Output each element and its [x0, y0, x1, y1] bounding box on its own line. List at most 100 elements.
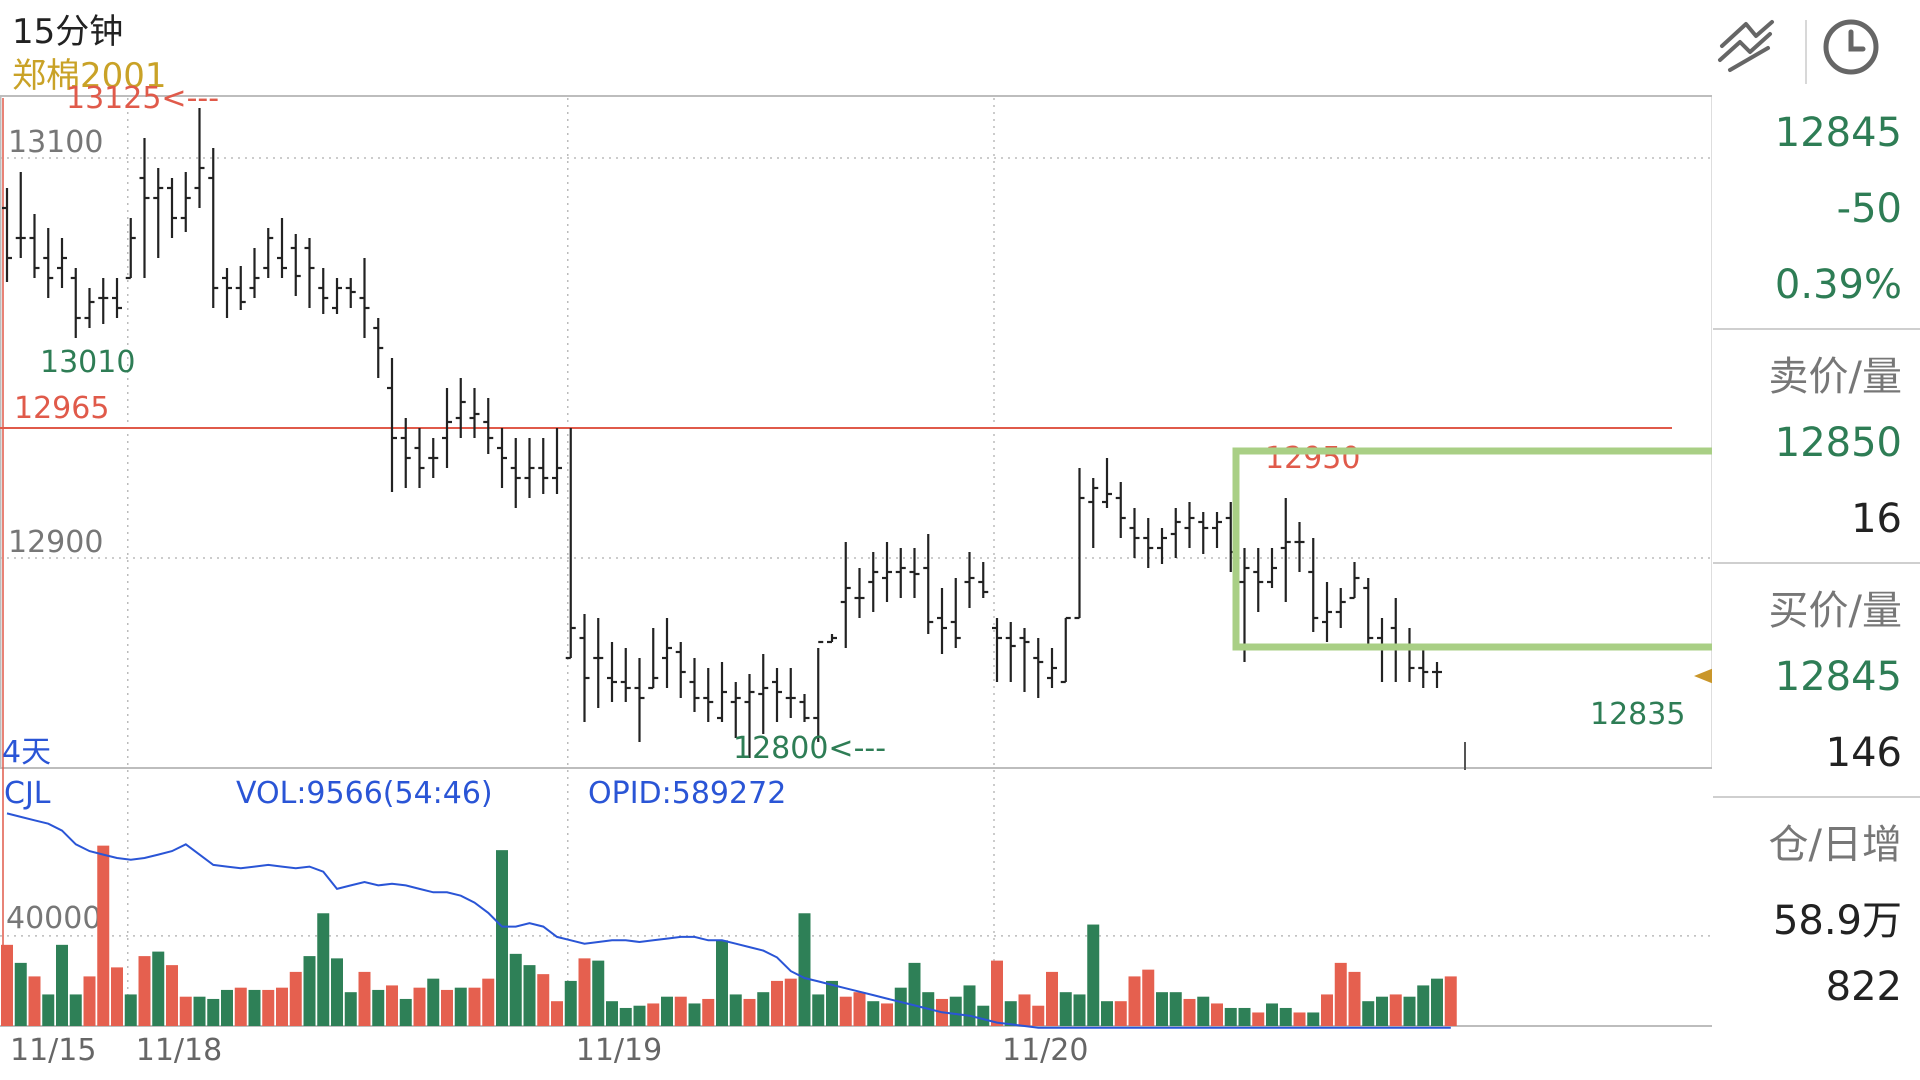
volume-bar[interactable]	[1114, 1001, 1127, 1026]
volume-bar[interactable]	[688, 1003, 701, 1026]
volume-bar[interactable]	[1279, 1007, 1292, 1026]
volume-bar[interactable]	[152, 951, 165, 1026]
volume-bar[interactable]	[331, 958, 343, 1026]
volume-bar[interactable]	[1431, 978, 1443, 1026]
volume-bar[interactable]	[1348, 971, 1361, 1026]
volume-bar[interactable]	[894, 987, 907, 1026]
period-label[interactable]: 15分钟	[12, 12, 124, 52]
trend-lines-icon[interactable]	[1712, 12, 1782, 82]
volume-bar[interactable]	[303, 956, 316, 1026]
volume-bar[interactable]	[1004, 1001, 1017, 1026]
volume-bar[interactable]	[1403, 996, 1416, 1026]
volume-bar[interactable]	[1197, 996, 1210, 1026]
volume-bar[interactable]	[1156, 992, 1168, 1026]
volume-bar[interactable]	[221, 989, 233, 1026]
volume-bar[interactable]	[1224, 1007, 1237, 1026]
volume-bar[interactable]	[1, 944, 13, 1026]
volume-bar[interactable]	[606, 1001, 618, 1026]
volume-bar[interactable]	[166, 965, 178, 1026]
volume-bar[interactable]	[977, 1005, 990, 1026]
volume-bar[interactable]	[138, 956, 151, 1026]
volume-bar[interactable]	[386, 985, 398, 1026]
volume-bar[interactable]	[427, 978, 440, 1026]
volume-bar[interactable]	[949, 996, 962, 1026]
volume-bar[interactable]	[881, 1003, 893, 1026]
volume-bar[interactable]	[908, 962, 921, 1026]
volume-bar[interactable]	[1417, 985, 1430, 1026]
volume-bar[interactable]	[1032, 1005, 1045, 1026]
volume-bar[interactable]	[1073, 994, 1086, 1026]
volume-bar[interactable]	[441, 989, 453, 1026]
volume-bar[interactable]	[83, 976, 96, 1026]
volume-bar[interactable]	[1087, 924, 1100, 1026]
volume-bar[interactable]	[317, 913, 330, 1026]
volume-bar[interactable]	[839, 996, 852, 1026]
volume-bar[interactable]	[1266, 1003, 1278, 1026]
volume-bar[interactable]	[1389, 994, 1402, 1026]
volume-bar[interactable]	[289, 971, 302, 1026]
volume-bar[interactable]	[578, 958, 591, 1026]
volume-bar[interactable]	[1142, 969, 1155, 1026]
volume-bar[interactable]	[509, 953, 522, 1026]
contract-name[interactable]: 郑棉2001	[12, 56, 167, 96]
volume-bar[interactable]	[633, 1005, 646, 1026]
volume-bar[interactable]	[1444, 976, 1457, 1026]
volume-bar[interactable]	[399, 998, 412, 1026]
volume-bar[interactable]	[1321, 994, 1333, 1026]
volume-bar[interactable]	[14, 962, 27, 1026]
volume-bar[interactable]	[413, 987, 426, 1026]
volume-bar[interactable]	[991, 960, 1003, 1026]
volume-bar[interactable]	[56, 944, 68, 1026]
volume-bar[interactable]	[729, 994, 742, 1026]
volume-bar[interactable]	[647, 1003, 660, 1026]
volume-bar[interactable]	[1334, 962, 1347, 1026]
volume-bar[interactable]	[262, 989, 275, 1026]
volume-bar[interactable]	[743, 998, 756, 1026]
volume-bar[interactable]	[193, 996, 206, 1026]
volume-bar[interactable]	[1128, 976, 1141, 1026]
volume-bar[interactable]	[853, 992, 866, 1026]
volume-bar[interactable]	[592, 960, 605, 1026]
volume-bar[interactable]	[1252, 1012, 1265, 1026]
volume-bar[interactable]	[1169, 992, 1182, 1026]
volume-bar[interactable]	[482, 978, 495, 1026]
volume-bar[interactable]	[179, 996, 192, 1026]
volume-bar[interactable]	[1101, 1001, 1113, 1026]
volume-bar[interactable]	[771, 980, 783, 1026]
volume-bar[interactable]	[1362, 1001, 1375, 1026]
volume-bar[interactable]	[674, 996, 687, 1026]
volume-bar[interactable]	[1018, 994, 1031, 1026]
volume-bar[interactable]	[826, 980, 838, 1026]
volume-bar[interactable]	[97, 845, 110, 1026]
volume-bar[interactable]	[1238, 1007, 1251, 1026]
volume-bar[interactable]	[248, 989, 261, 1026]
volume-bar[interactable]	[537, 974, 550, 1026]
volume-bar[interactable]	[276, 987, 288, 1026]
volume-bar[interactable]	[702, 998, 715, 1026]
volume-bar[interactable]	[716, 940, 728, 1026]
volume-bar[interactable]	[867, 1001, 880, 1026]
volume-bar[interactable]	[234, 987, 247, 1026]
chart-area[interactable]: 13100 12900 40000 11/15 11/18 11/19 11/20 12965…	[0, 0, 1712, 1080]
volume-bar[interactable]	[1059, 992, 1072, 1026]
volume-bar[interactable]	[798, 913, 811, 1026]
clock-icon[interactable]	[1816, 12, 1886, 82]
volume-bar[interactable]	[523, 965, 536, 1026]
volume-bar[interactable]	[564, 980, 577, 1026]
volume-bar[interactable]	[784, 978, 797, 1026]
volume-bar[interactable]	[812, 994, 825, 1026]
volume-bar[interactable]	[69, 994, 82, 1026]
volume-bar[interactable]	[207, 998, 220, 1026]
volume-bar[interactable]	[661, 996, 673, 1026]
volume-bar[interactable]	[963, 985, 976, 1026]
volume-bar[interactable]	[42, 994, 55, 1026]
volume-bar[interactable]	[551, 1001, 563, 1026]
volume-bar[interactable]	[358, 971, 371, 1026]
volume-bar[interactable]	[1293, 1012, 1306, 1026]
volume-bar[interactable]	[1183, 998, 1196, 1026]
volume-bar[interactable]	[1046, 971, 1058, 1026]
volume-bar[interactable]	[1211, 1003, 1223, 1026]
volume-bar[interactable]	[468, 987, 481, 1026]
volume-bar[interactable]	[344, 992, 357, 1026]
volume-bar[interactable]	[454, 987, 467, 1026]
